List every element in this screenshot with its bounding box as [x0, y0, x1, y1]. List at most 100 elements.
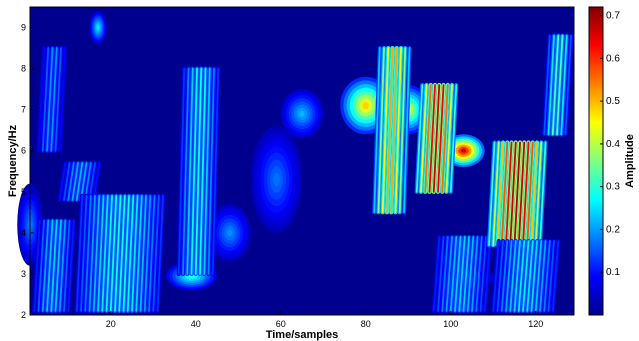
colorbar: [588, 6, 604, 316]
heat-blob-7: [227, 229, 233, 237]
stripe-3: [114, 195, 122, 312]
stripe-3: [118, 195, 126, 312]
y-tick-label: 9: [21, 23, 26, 33]
stripe-1: [41, 47, 50, 152]
stripe-0: [54, 219, 62, 312]
stripe-3: [139, 195, 147, 312]
stripe-5: [377, 47, 385, 214]
y-tick-label: 8: [21, 64, 26, 74]
stripe-6: [415, 84, 424, 193]
stripe-6: [432, 84, 441, 193]
stripe-8: [530, 141, 538, 247]
stripe-3: [148, 195, 156, 312]
x-tick-label: 20: [106, 319, 116, 329]
stripe-3: [97, 195, 105, 312]
stripe-3: [84, 195, 92, 312]
stripe-1: [46, 47, 54, 152]
stripe-9: [492, 240, 500, 312]
colorbar-tick-label: 0.7: [606, 11, 620, 22]
stripe-4: [211, 67, 220, 275]
colorbar-tick-label: 0.5: [606, 96, 620, 107]
stripe-3: [135, 195, 143, 312]
stripe-8: [492, 141, 500, 247]
stripe-3: [101, 195, 109, 312]
stripe-10: [543, 34, 551, 136]
stripe-10: [547, 34, 555, 136]
y-tick-label: 4: [21, 228, 26, 238]
stripe-0: [58, 219, 67, 312]
stripe-6: [437, 84, 445, 193]
stripe-9: [551, 240, 560, 312]
y-tick-label: 2: [21, 310, 26, 320]
stripe-5: [398, 47, 407, 214]
heat-blob-6: [273, 172, 280, 187]
stripe-3: [75, 195, 84, 312]
stripe-4: [190, 67, 198, 275]
stripe-2: [63, 162, 71, 201]
stripe-3: [92, 195, 101, 312]
y-axis-label: Frequency/Hz: [7, 124, 19, 197]
stripe-7: [458, 236, 466, 312]
stripe-0: [50, 219, 58, 312]
stripe-7: [475, 236, 483, 312]
stripe-3: [152, 195, 160, 312]
stripe-6: [424, 84, 432, 193]
x-tick-label: 60: [276, 319, 286, 329]
stripe-8: [517, 141, 526, 247]
stripe-5: [373, 47, 381, 214]
stripe-8: [509, 141, 517, 247]
stripe-6: [428, 84, 436, 193]
heat-blob-5: [299, 110, 305, 117]
stripe-9: [513, 240, 521, 312]
stripe-9: [517, 240, 526, 312]
stripe-6: [445, 84, 453, 193]
stripe-1: [37, 47, 45, 152]
plot-frame: [29, 6, 575, 316]
stripe-5: [403, 47, 411, 214]
stripe-3: [131, 195, 139, 312]
stripe-3: [80, 195, 88, 312]
stripe-9: [496, 240, 504, 312]
stripe-2: [67, 162, 75, 201]
stripe-8: [522, 141, 530, 247]
heat-blob-4: [460, 148, 467, 153]
stripe-0: [63, 219, 71, 312]
y-axis-ticks: 2 3 4 5 6 7 8 9: [21, 23, 34, 320]
stripe-4: [203, 67, 211, 275]
stripe-9: [505, 240, 513, 312]
stripe-9: [526, 240, 534, 312]
stripe-0: [67, 219, 75, 312]
stripe-3: [143, 195, 152, 312]
y-tick-label: 6: [21, 146, 26, 156]
x-tick-label: 40: [191, 319, 201, 329]
stripe-7: [479, 236, 487, 312]
stripe-4: [199, 67, 207, 275]
stripe-9: [539, 240, 547, 312]
stripe-8: [539, 141, 547, 247]
stripe-8: [505, 141, 513, 247]
stripe-7: [462, 236, 470, 312]
stripe-2: [58, 162, 67, 201]
stripe-9: [500, 240, 509, 312]
stripe-7: [483, 236, 492, 312]
stripe-8: [513, 141, 521, 247]
colorbar-ticks: 0.1 0.2 0.3 0.4 0.5 0.6 0.7: [600, 11, 620, 278]
stripe-5: [390, 47, 398, 214]
x-axis-label: Time/samples: [266, 329, 339, 341]
stripe-5: [381, 47, 390, 214]
stripe-8: [488, 141, 496, 247]
y-tick-label: 7: [21, 105, 26, 115]
stripe-4: [194, 67, 203, 275]
stripe-5: [394, 47, 402, 214]
stripe-4: [207, 67, 215, 275]
stripe-0: [46, 219, 54, 312]
stripe-10: [551, 34, 560, 136]
stripe-6: [441, 84, 449, 193]
stripe-7: [471, 236, 479, 312]
stripe-0: [37, 219, 45, 312]
x-tick-label: 100: [443, 319, 458, 329]
colorbar-tick-label: 0.4: [606, 139, 620, 150]
stripe-7: [432, 236, 441, 312]
stripe-6: [420, 84, 428, 193]
stripe-10: [564, 34, 572, 136]
